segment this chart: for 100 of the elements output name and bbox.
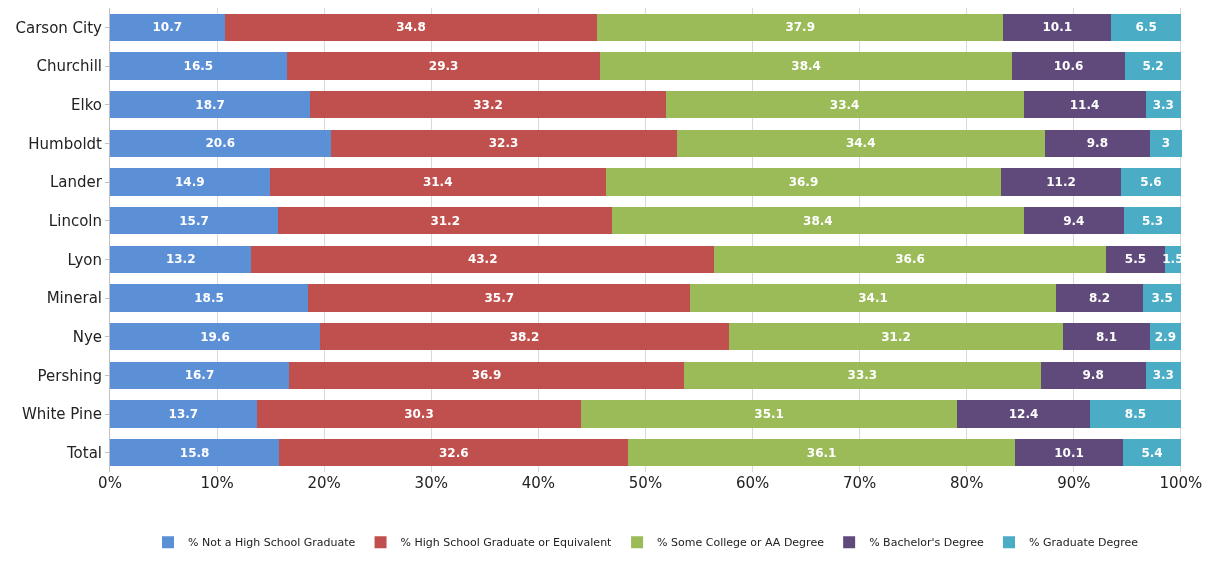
data-label: 5.4 — [1141, 445, 1163, 460]
bar — [1023, 207, 1125, 235]
x-tick-label: 40% — [521, 474, 556, 492]
data-label: 3.3 — [1152, 97, 1174, 112]
y-tick-label: Nye — [72, 327, 102, 346]
data-label: 5.2 — [1142, 59, 1164, 73]
y-tick-label: Pershing — [37, 366, 102, 385]
data-label: 30.3 — [404, 407, 434, 421]
bar — [676, 129, 1045, 157]
bar — [256, 400, 582, 428]
data-label: 3.5 — [1151, 291, 1173, 305]
data-label: 33.4 — [829, 97, 860, 112]
bar — [279, 439, 629, 467]
bar — [581, 400, 958, 428]
bar — [110, 400, 257, 428]
bar — [628, 439, 1015, 467]
data-label: 32.6 — [438, 445, 469, 460]
data-label: 36.1 — [806, 445, 837, 460]
x-tick-label: 0% — [98, 474, 122, 492]
data-label: 38.4 — [791, 59, 821, 73]
data-label: 6.5 — [1135, 20, 1157, 35]
bar — [308, 284, 691, 312]
x-tick-label: 70% — [842, 474, 877, 492]
data-label: 5.6 — [1140, 175, 1162, 189]
x-tick-label: 30% — [414, 474, 448, 492]
bar — [600, 52, 1012, 80]
data-label: 9.4 — [1063, 213, 1085, 228]
data-label: 3 — [1161, 136, 1171, 151]
y-tick-label: Churchill — [36, 57, 102, 76]
bar — [1123, 439, 1181, 467]
bar — [1089, 400, 1181, 428]
bar — [1001, 168, 1121, 196]
data-label: 34.4 — [845, 136, 876, 151]
data-label: 16.5 — [183, 59, 214, 73]
bar — [1120, 168, 1181, 196]
data-label: 10.6 — [1053, 59, 1084, 73]
bar — [597, 13, 1004, 41]
bar — [1111, 13, 1181, 41]
data-label: 32.3 — [488, 136, 519, 151]
data-label: 15.7 — [179, 213, 209, 228]
bar — [110, 439, 280, 467]
x-tick-label: 100% — [1159, 474, 1203, 492]
data-label: 12.4 — [1008, 407, 1039, 421]
bar — [110, 91, 311, 119]
bar — [714, 245, 1106, 273]
bar — [286, 52, 601, 80]
bar — [612, 207, 1024, 235]
data-label: 31.4 — [422, 175, 453, 189]
y-tick-label: Lincoln — [48, 211, 102, 230]
data-label: 14.9 — [174, 175, 205, 189]
data-label: 10.1 — [1042, 20, 1073, 35]
bar — [110, 168, 270, 196]
bar — [278, 207, 613, 235]
x-tick-label: 50% — [628, 474, 663, 492]
bar — [110, 129, 331, 157]
legend-label: % High School Graduate or Equivalent — [400, 536, 613, 550]
legend-label: % Bachelor's Degree — [869, 536, 984, 550]
bar — [1063, 323, 1150, 351]
bar — [729, 323, 1064, 351]
y-tick-label: Elko — [71, 95, 102, 114]
data-label: 11.4 — [1069, 97, 1100, 112]
bar — [1003, 13, 1112, 41]
data-label: 2.9 — [1154, 329, 1177, 344]
data-label: 31.2 — [881, 329, 911, 344]
x-tick-label: 80% — [950, 474, 984, 492]
x-tick-label: 20% — [307, 474, 341, 492]
bar — [319, 323, 729, 351]
y-tick-label: White Pine — [21, 405, 102, 424]
bar — [1105, 245, 1165, 273]
bar — [1125, 52, 1181, 80]
bar — [684, 361, 1041, 389]
bar — [1044, 129, 1150, 157]
data-label: 29.3 — [428, 59, 459, 73]
y-tick-label: Humboldt — [28, 134, 103, 153]
legend-label: % Some College or AA Degree — [657, 536, 825, 550]
bar — [1124, 207, 1181, 235]
data-label: 8.1 — [1095, 329, 1118, 344]
data-label: 36.9 — [471, 368, 502, 383]
bar — [110, 13, 225, 41]
bar — [1055, 284, 1144, 312]
data-label: 18.7 — [195, 97, 225, 112]
bar — [269, 168, 606, 196]
data-label: 13.7 — [168, 407, 199, 421]
y-tick-label: Lander — [50, 173, 103, 192]
data-label: 18.5 — [194, 291, 224, 305]
data-label: 34.8 — [396, 20, 426, 35]
data-label: 38.2 — [509, 329, 540, 344]
data-label: 13.2 — [165, 252, 196, 267]
y-tick-label: Lyon — [67, 250, 102, 269]
x-tick-label: 10% — [200, 474, 234, 492]
bar — [1149, 129, 1182, 157]
bar — [1023, 91, 1146, 119]
y-tick-label: Total — [65, 443, 102, 462]
bar — [1040, 361, 1146, 389]
data-label: 37.9 — [785, 20, 816, 35]
data-label: 8.5 — [1124, 407, 1147, 421]
bar — [110, 361, 289, 389]
bar — [110, 323, 320, 351]
data-label: 9.8 — [1082, 368, 1104, 383]
bar — [110, 52, 287, 80]
